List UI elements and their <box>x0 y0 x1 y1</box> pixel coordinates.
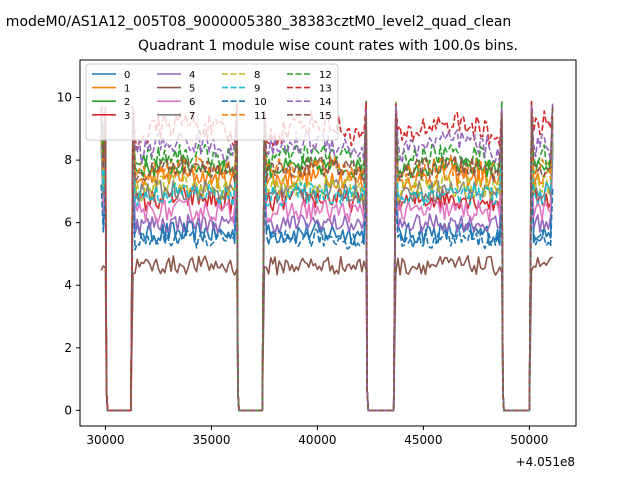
legend-label-15: 15 <box>319 111 332 122</box>
legend-label-9: 9 <box>254 84 260 95</box>
series-line-2 <box>100 110 554 412</box>
legend-label-14: 14 <box>319 97 332 108</box>
series-line-0 <box>100 116 554 412</box>
y-tick-label: 6 <box>64 216 72 230</box>
series-line-8 <box>100 126 554 412</box>
legend-label-10: 10 <box>254 97 267 108</box>
y-tick-label: 0 <box>64 403 72 417</box>
legend-label-4: 4 <box>189 70 195 81</box>
legend-label-12: 12 <box>319 70 332 81</box>
plot-area <box>100 100 554 412</box>
legend-label-0: 0 <box>124 70 130 81</box>
legend-label-7: 7 <box>189 111 195 122</box>
y-tick-label: 8 <box>64 153 72 167</box>
legend-label-5: 5 <box>189 84 195 95</box>
y-tick-label: 2 <box>64 341 72 355</box>
legend-label-11: 11 <box>254 111 267 122</box>
x-tick-label: 30000 <box>86 433 124 447</box>
legend-label-1: 1 <box>124 84 130 95</box>
figure-suptitle: n file: modeM0/AS1A12_005T08_9000005380_… <box>0 14 511 30</box>
series-line-9 <box>100 119 554 412</box>
x-tick-label: 50000 <box>510 433 548 447</box>
series-line-4 <box>100 141 554 412</box>
series-line-6 <box>100 126 554 412</box>
x-tick-label: 40000 <box>298 433 336 447</box>
chart-title: Quadrant 1 module wise count rates with … <box>138 38 518 54</box>
legend-label-2: 2 <box>124 97 130 108</box>
axes-frame <box>79 59 577 427</box>
x-tick-label: 45000 <box>404 433 442 447</box>
legend-label-8: 8 <box>254 70 260 81</box>
legend-label-6: 6 <box>189 97 195 108</box>
legend-box <box>85 63 339 141</box>
legend-label-3: 3 <box>124 111 130 122</box>
y-tick-label: 4 <box>64 278 72 292</box>
series-line-5 <box>100 255 553 412</box>
x-tick-label: 35000 <box>192 433 230 447</box>
y-tick-label: 10 <box>57 91 72 105</box>
series-line-10 <box>100 181 554 412</box>
legend-label-13: 13 <box>319 84 332 95</box>
x-offset-label: +4.051e8 <box>516 455 575 469</box>
